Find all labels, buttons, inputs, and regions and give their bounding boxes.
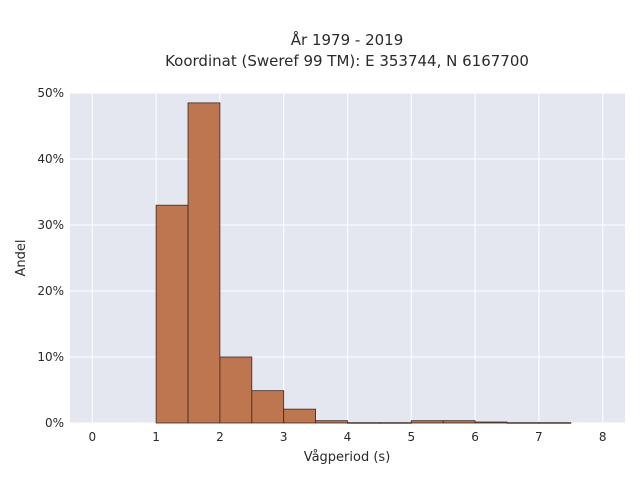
histogram-bar (378, 422, 412, 424)
x-tick-label: 0 (89, 430, 97, 444)
y-tick-label: 10% (37, 350, 64, 364)
x-tick-label: 8 (599, 430, 607, 444)
x-tick-label: 1 (152, 430, 160, 444)
y-tick-label: 0% (45, 416, 64, 430)
histogram-bar (410, 420, 444, 424)
tick-labels: 0 1 2 3 4 5 6 7 8 0% 10% 20% 30% 40% 50% (37, 86, 606, 444)
x-tick-label: 2 (216, 430, 224, 444)
y-axis-label: Andel (14, 240, 29, 277)
y-tick-label: 20% (37, 284, 64, 298)
x-tick-label: 3 (280, 430, 288, 444)
bars (155, 102, 572, 424)
y-tick-label: 50% (37, 86, 64, 100)
histogram-bar (315, 420, 348, 424)
x-tick-label: 5 (407, 430, 415, 444)
histogram-bar (187, 102, 221, 424)
histogram-bar (251, 390, 285, 424)
x-tick-label: 7 (535, 430, 543, 444)
histogram-bar (219, 356, 253, 424)
x-axis-label: Vågperiod (s) (304, 450, 391, 465)
x-tick-label: 6 (471, 430, 479, 444)
chart-title-line-1: År 1979 - 2019 (291, 30, 404, 49)
y-tick-label: 30% (37, 218, 64, 232)
histogram-bar (506, 422, 540, 424)
x-tick-label: 4 (344, 430, 352, 444)
histogram-bar (283, 408, 317, 424)
histogram-bar (538, 422, 572, 424)
chart-title-line-2: Koordinat (Sweref 99 TM): E 353744, N 61… (165, 52, 529, 70)
histogram-bar (442, 420, 476, 424)
histogram-bar (347, 422, 380, 424)
histogram-bar (155, 204, 189, 424)
histogram-bar (474, 421, 508, 424)
y-tick-label: 40% (37, 152, 64, 166)
